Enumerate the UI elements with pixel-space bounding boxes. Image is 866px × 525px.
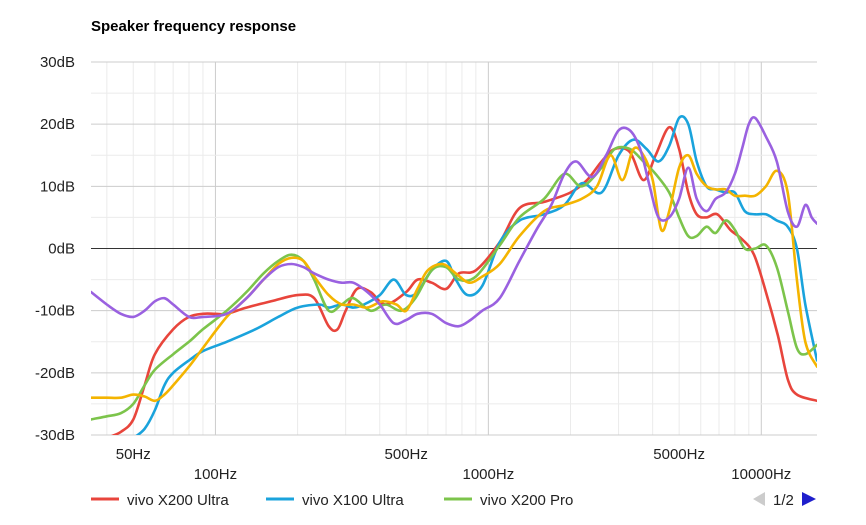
y-tick-label: -30dB — [35, 427, 75, 444]
x-axis: 50Hz 100Hz 500Hz 1000Hz 5000Hz 10000Hz — [116, 446, 792, 483]
x-tick-label: 1000Hz — [463, 466, 515, 483]
x-tick-label: 5000Hz — [653, 446, 705, 463]
x-tick-label: 10000Hz — [731, 466, 791, 483]
previous-page-icon[interactable] — [753, 492, 765, 506]
x-tick-label: 500Hz — [385, 446, 428, 463]
y-axis: 30dB 20dB 10dB 0dB -10dB -20dB -30dB — [35, 54, 75, 444]
series-lines — [91, 115, 817, 435]
series-line-0 — [110, 126, 817, 435]
x-tick-label: 100Hz — [194, 466, 237, 483]
chart-title: Speaker frequency response — [91, 18, 296, 35]
legend-page-indicator: 1/2 — [773, 492, 794, 509]
y-tick-label: 20dB — [40, 116, 75, 133]
legend-label[interactable]: vivo X100 Ultra — [302, 492, 404, 509]
legend: vivo X200 Ultra vivo X100 Ultra vivo X200 … — [91, 492, 573, 509]
series-line-3 — [91, 146, 817, 403]
legend-pager: 1/2 — [753, 492, 816, 509]
legend-label[interactable]: vivo X200 Pro — [480, 492, 573, 509]
grid — [91, 61, 817, 436]
next-page-icon[interactable] — [802, 492, 816, 506]
series-line-1 — [135, 115, 817, 435]
y-tick-label: 10dB — [40, 178, 75, 195]
y-tick-label: -10dB — [35, 303, 75, 320]
x-tick-label: 50Hz — [116, 446, 151, 463]
y-tick-label: 0dB — [48, 241, 75, 258]
legend-label[interactable]: vivo X200 Ultra — [127, 492, 229, 509]
y-tick-label: -20dB — [35, 365, 75, 382]
series-line-4 — [91, 116, 817, 328]
y-tick-label: 30dB — [40, 54, 75, 71]
